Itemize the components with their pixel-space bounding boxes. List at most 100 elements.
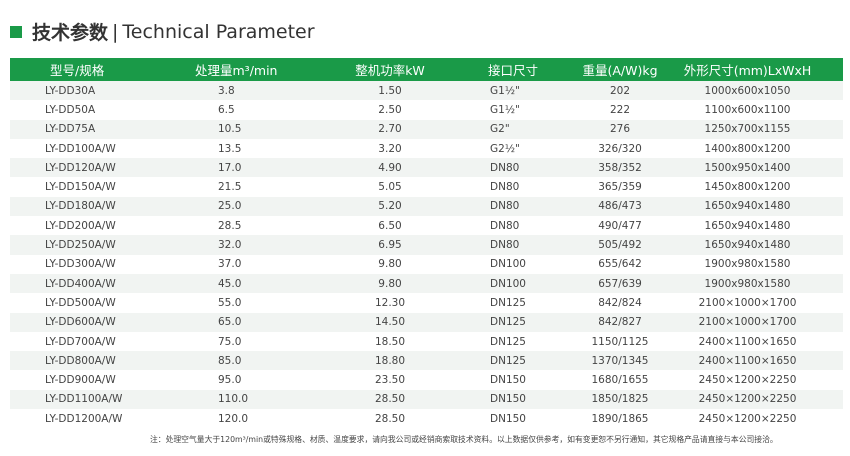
column-header: 处理量m³/min	[195, 63, 278, 78]
table-cell: G2"	[490, 123, 510, 136]
table-cell: G1½"	[490, 84, 520, 97]
table-cell: 1400x800x1200	[704, 142, 791, 155]
column-header: 整机功率kW	[355, 63, 425, 78]
column-header: 型号/规格	[50, 63, 105, 78]
title-separator: |	[112, 20, 119, 43]
green-square-icon	[10, 25, 22, 38]
table-cell: 276	[609, 123, 631, 136]
table-row: LY-DD500A/W 55.0 12.30 DN125 842/824 2100×100…	[10, 293, 843, 312]
table-row: LY-DD1200A/W 120.0 28.50 DN150 1890/1865 2450…	[10, 409, 843, 428]
table-cell: 23.50	[374, 374, 406, 387]
table-cell: 1650x940x1480	[704, 219, 791, 232]
table-cell: 2450×1200×2250	[698, 393, 797, 406]
table-cell: DN125	[490, 296, 526, 309]
table-cell: 505/492	[598, 239, 642, 252]
table-cell: 10.5	[218, 123, 242, 136]
column-header: 重量(A/W)kg	[582, 63, 658, 78]
table-cell: DN125	[490, 316, 526, 329]
table-cell: 365/359	[598, 181, 642, 194]
title-en: Technical Parameter	[122, 20, 315, 43]
table-row: LY-DD100A/W 13.5 3.20 G2½" 326/320 1400x800x1…	[10, 139, 843, 158]
table-cell: 358/352	[598, 161, 642, 174]
table-cell: 37.0	[218, 258, 242, 271]
table-cell: 3.8	[218, 84, 235, 97]
table-cell: DN80	[490, 200, 520, 213]
table-cell: 842/824	[598, 296, 642, 309]
table-cell: DN80	[490, 239, 520, 252]
table-cell: 18.50	[374, 335, 406, 348]
table-cell: 4.90	[378, 161, 402, 174]
table-row: LY-DD75A 10.5 2.70 G2" 276 1250x700x1155	[10, 119, 843, 139]
table-cell: 2450×1200×2250	[698, 374, 797, 387]
table-row: LY-DD200A/W 28.5 6.50 DN80 490/477 1650x940x1…	[10, 216, 843, 235]
table-cell: LY-DD75A	[45, 123, 96, 136]
table-cell: 5.05	[378, 181, 402, 194]
table-cell: LY-DD50A	[45, 103, 96, 116]
table-cell: 95.0	[218, 374, 242, 387]
table-cell: 1.50	[378, 84, 402, 97]
table-cell: 12.30	[374, 296, 406, 309]
table-cell: LY-DD180A/W	[45, 200, 116, 213]
table-cell: LY-DD100A/W	[45, 142, 116, 155]
table-cell: 490/477	[598, 219, 642, 232]
table-cell: LY-DD120A/W	[45, 161, 116, 174]
table-cell: LY-DD900A/W	[45, 374, 116, 387]
table-cell: LY-DD700A/W	[45, 335, 116, 348]
table-cell: LY-DD1200A/W	[45, 412, 123, 425]
table-cell: 17.0	[218, 161, 242, 174]
table-cell: 486/473	[598, 200, 642, 213]
table-cell: 1900x980x1580	[704, 277, 791, 290]
table-cell: G2½"	[490, 142, 520, 155]
table-cell: 222	[609, 103, 631, 116]
table-cell: 6.5	[218, 103, 235, 116]
table-cell: 28.50	[374, 393, 406, 406]
table-cell: 1900x980x1580	[704, 258, 791, 271]
table-cell: 1850/1825	[591, 393, 649, 406]
table-cell: G1½"	[490, 103, 520, 116]
table-row: LY-DD180A/W 25.0 5.20 DN80 486/473 1650x940x1…	[10, 196, 843, 217]
table-header: 型号/规格 处理量m³/min 整机功率kW 接口尺寸 重量(A/W)kg 外形尺寸(mm…	[10, 58, 843, 81]
table-cell: 65.0	[218, 316, 242, 329]
table-row: LY-DD1100A/W 110.0 28.50 DN150 1850/1825 2450…	[10, 389, 843, 410]
column-header: 接口尺寸	[488, 63, 539, 78]
table-row: LY-DD700A/W 75.0 18.50 DN125 1150/1125 2400×1…	[10, 332, 843, 351]
table-row: LY-DD120A/W 17.0 4.90 DN80 358/352 1500x950x1…	[10, 158, 843, 178]
table-cell: 1370/1345	[591, 354, 649, 367]
table-cell: 1650x940x1480	[704, 200, 791, 213]
table-cell: DN80	[490, 161, 520, 174]
table-cell: 202	[609, 84, 631, 97]
table-cell: 2100×1000×1700	[698, 296, 797, 309]
table-row: LY-DD30A 3.8 1.50 G1½" 202 1000x600x1050	[10, 81, 843, 101]
table-row: LY-DD150A/W 21.5 5.05 DN80 365/359 1450x800x1…	[10, 177, 843, 196]
table-cell: 5.20	[378, 200, 402, 213]
table-cell: 1000x600x1050	[704, 84, 791, 97]
table-cell: 842/827	[598, 316, 642, 329]
table-cell: 14.50	[374, 316, 406, 329]
table-row: LY-DD300A/W 37.0 9.80 DN100 655/642 1900x980x…	[10, 255, 843, 274]
table-cell: 9.80	[378, 277, 402, 290]
table-cell: DN80	[490, 219, 520, 232]
table-row: LY-DD50A 6.5 2.50 G1½" 222 1100x600x1100	[10, 100, 843, 119]
table-cell: DN125	[490, 354, 526, 367]
parameter-table: 型号/规格 处理量m³/min 整机功率kW 接口尺寸 重量(A/W)kg 外形尺寸(mm…	[10, 58, 843, 428]
table-row: LY-DD900A/W 95.0 23.50 DN150 1680/1655 2450×1…	[10, 370, 843, 389]
table-cell: 657/639	[598, 277, 642, 290]
table-cell: 2400×1100×1650	[698, 335, 797, 348]
table-cell: LY-DD250A/W	[45, 239, 116, 252]
table-cell: LY-DD600A/W	[45, 316, 116, 329]
table-cell: 120.0	[218, 412, 249, 425]
table-cell: 1100x600x1100	[704, 103, 791, 116]
table-cell: 1450x800x1200	[704, 181, 791, 194]
table-cell: 2.50	[378, 103, 402, 116]
table-cell: DN150	[490, 412, 526, 425]
table-cell: 1250x700x1155	[704, 123, 791, 136]
table-row: LY-DD250A/W 32.0 6.95 DN80 505/492 1650x940x1…	[10, 235, 843, 255]
section-title: 技术参数 | Technical Parameter	[10, 18, 315, 45]
table-cell: 2400×1100×1650	[698, 354, 797, 367]
table-cell: 13.5	[218, 142, 242, 155]
table-cell: LY-DD400A/W	[45, 277, 116, 290]
table-cell: DN150	[490, 374, 526, 387]
table-cell: LY-DD1100A/W	[45, 393, 123, 406]
table-cell: 75.0	[218, 335, 242, 348]
table-cell: 25.0	[218, 200, 242, 213]
